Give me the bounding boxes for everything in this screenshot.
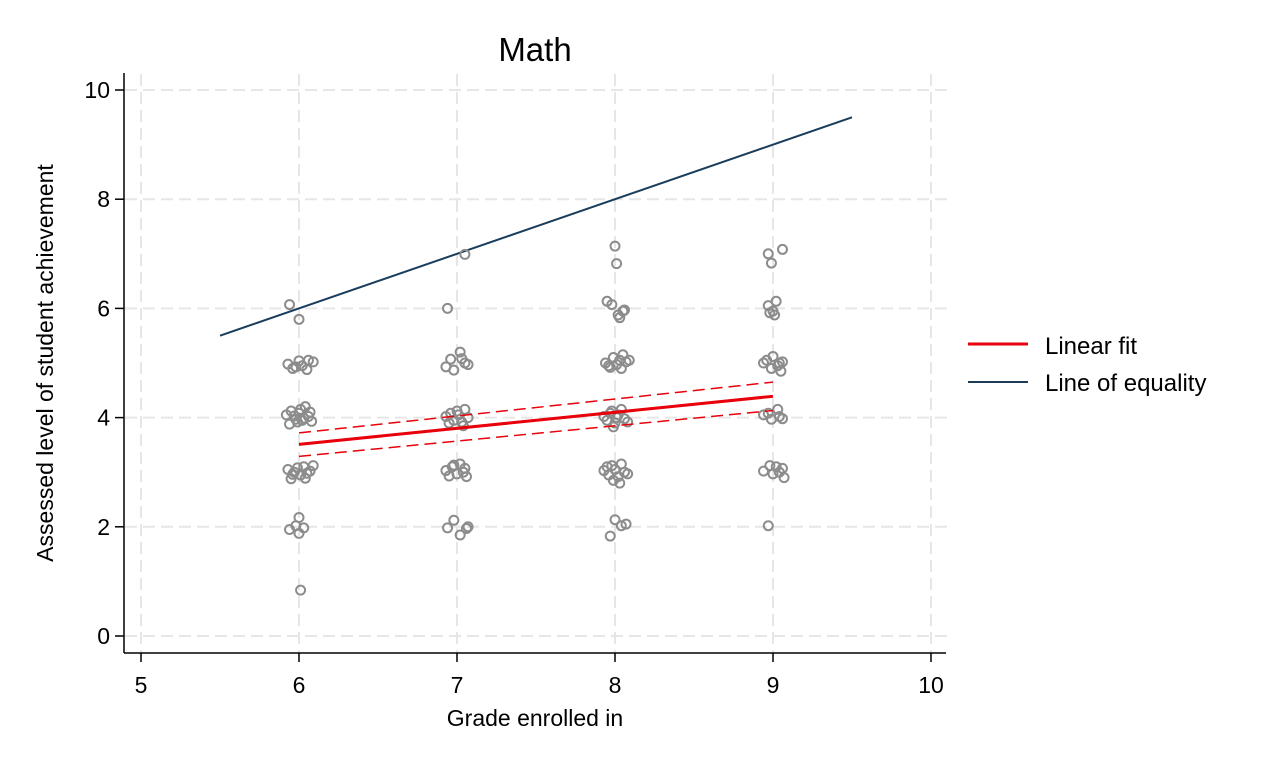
data-point-143 xyxy=(770,461,782,473)
data-point-41 xyxy=(459,248,471,260)
data-point-112 xyxy=(614,477,626,489)
x-tick-label-6: 6 xyxy=(293,672,306,698)
data-point-111 xyxy=(607,474,619,486)
axes: 0 2 4 6 8 10 5 6 7 8 9 10 xyxy=(84,73,946,698)
data-point-125 xyxy=(764,307,776,319)
data-point-118 xyxy=(776,243,788,255)
data-point-80 xyxy=(614,312,626,324)
data-point-77 xyxy=(606,299,618,311)
data-point-8 xyxy=(301,364,313,376)
x-tick-label-9: 9 xyxy=(767,672,780,698)
legend-label-line-of-equality: Line of equality xyxy=(1045,370,1206,397)
data-point-127 xyxy=(767,350,779,362)
legend: Linear fit Line of equality xyxy=(968,333,1206,397)
data-point-48 xyxy=(448,364,460,376)
data-point-81 xyxy=(618,304,630,316)
data-point-6 xyxy=(287,362,299,374)
x-tick-label-8: 8 xyxy=(609,672,622,698)
ci-lower-line xyxy=(298,409,774,458)
data-point-146 xyxy=(778,472,790,484)
y-tick-label-10: 10 xyxy=(84,77,110,103)
data-point-110 xyxy=(622,468,634,480)
data-point-9 xyxy=(293,355,305,367)
data-point-119 xyxy=(762,248,774,260)
line-of-equality-layer xyxy=(219,116,853,337)
gridlines xyxy=(125,74,947,652)
data-point-49 xyxy=(456,353,468,365)
data-point-116 xyxy=(615,520,627,532)
data-point-135 xyxy=(762,407,774,419)
data-point-133 xyxy=(776,356,788,368)
data-point-138 xyxy=(776,413,788,425)
scatter-points xyxy=(280,240,790,596)
y-tick-label-8: 8 xyxy=(97,186,110,212)
y-axis-title: Assessed level of student achievement xyxy=(32,164,58,562)
data-point-7 xyxy=(307,356,319,368)
x-tick-label-5: 5 xyxy=(135,672,148,698)
data-point-38 xyxy=(293,512,305,524)
y-tick-label-2: 2 xyxy=(97,514,110,540)
x-tick-label-7: 7 xyxy=(451,672,464,698)
data-point-43 xyxy=(445,353,457,365)
data-point-72 xyxy=(460,522,472,534)
data-point-1 xyxy=(293,313,305,325)
data-point-67 xyxy=(448,459,460,471)
data-point-56 xyxy=(462,412,474,424)
y-tick-label-4: 4 xyxy=(97,405,110,431)
data-point-23 xyxy=(291,416,303,428)
data-point-136 xyxy=(772,403,784,415)
data-point-140 xyxy=(758,465,770,477)
data-point-97 xyxy=(615,403,627,415)
data-point-100 xyxy=(622,416,634,428)
data-point-120 xyxy=(765,257,777,269)
data-point-139 xyxy=(765,413,777,425)
data-point-22 xyxy=(304,406,316,418)
y-tick-label-0: 0 xyxy=(97,623,110,649)
plot-area xyxy=(125,74,947,652)
data-point-57 xyxy=(443,417,455,429)
chart-title: Math xyxy=(498,31,571,68)
line-of-equality xyxy=(219,116,853,337)
data-point-89 xyxy=(604,361,616,373)
x-tick-label-10: 10 xyxy=(918,672,944,698)
data-point-40 xyxy=(295,584,307,596)
data-point-68 xyxy=(459,462,471,474)
data-point-91 xyxy=(623,354,635,366)
data-point-121 xyxy=(770,295,782,307)
data-point-45 xyxy=(454,346,466,358)
data-point-69 xyxy=(442,522,454,534)
legend-label-linear-fit: Linear fit xyxy=(1045,333,1137,360)
data-point-39 xyxy=(298,522,310,534)
data-point-0 xyxy=(284,299,296,311)
data-point-71 xyxy=(454,529,466,541)
linear-fit-layer xyxy=(298,381,774,458)
data-point-147 xyxy=(762,520,774,532)
data-point-47 xyxy=(462,359,474,371)
data-point-113 xyxy=(601,461,613,473)
data-point-33 xyxy=(299,472,311,484)
x-axis-title: Grade enrolled in xyxy=(447,705,623,731)
data-point-75 xyxy=(611,258,623,270)
data-point-132 xyxy=(758,357,770,369)
data-point-130 xyxy=(765,362,777,374)
data-point-74 xyxy=(609,240,621,252)
data-point-117 xyxy=(620,518,632,530)
data-point-32 xyxy=(307,460,319,472)
y-tick-label-6: 6 xyxy=(97,295,110,321)
data-point-115 xyxy=(609,514,621,526)
linear-fit-line xyxy=(298,394,774,446)
data-point-73 xyxy=(462,521,474,533)
data-point-42 xyxy=(442,302,454,314)
data-point-90 xyxy=(615,362,627,374)
data-point-34 xyxy=(288,466,300,478)
ci-upper-line xyxy=(298,381,774,434)
data-point-58 xyxy=(451,405,463,417)
data-point-134 xyxy=(758,409,770,421)
data-point-70 xyxy=(448,514,460,526)
data-point-114 xyxy=(604,530,616,542)
